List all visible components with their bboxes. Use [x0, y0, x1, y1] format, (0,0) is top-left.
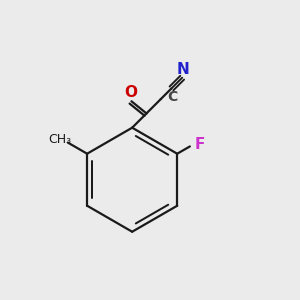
Text: F: F [194, 136, 205, 152]
Text: CH₃: CH₃ [48, 133, 71, 146]
Text: C: C [167, 90, 177, 104]
Text: N: N [176, 62, 189, 77]
Text: O: O [124, 85, 137, 100]
